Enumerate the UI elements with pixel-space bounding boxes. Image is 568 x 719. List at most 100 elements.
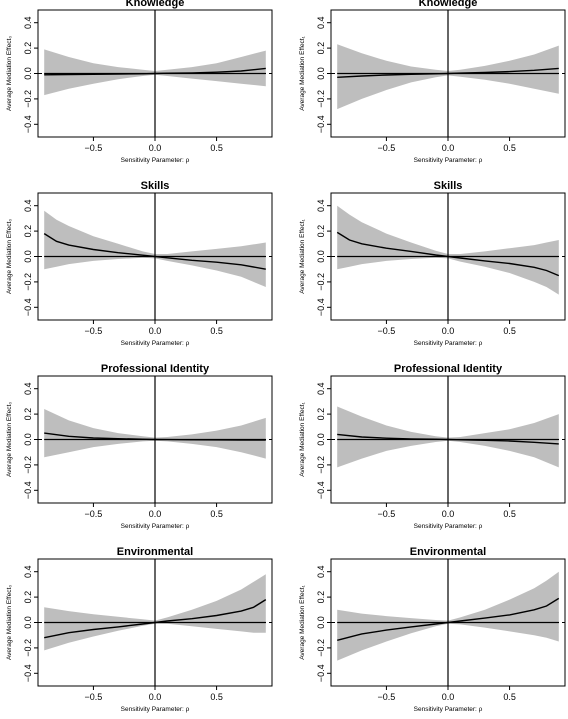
y-tick-label: 0.2 bbox=[23, 42, 33, 55]
confidence-band bbox=[44, 574, 266, 651]
y-tick-label: 0.4 bbox=[23, 16, 33, 29]
x-tick-label: 0.5 bbox=[210, 143, 223, 153]
y-tick-label: 0.2 bbox=[23, 591, 33, 604]
x-tick-label: 0.5 bbox=[503, 143, 516, 153]
x-tick-label: 0.5 bbox=[210, 509, 223, 519]
panel-title: Skills bbox=[141, 180, 170, 192]
confidence-band bbox=[44, 210, 266, 287]
x-tick-label: 0.0 bbox=[442, 509, 455, 519]
x-tick-label: −0.5 bbox=[378, 692, 396, 702]
y-tick-label: −0.4 bbox=[23, 298, 33, 316]
y-axis-label: Average Mediation Effect₀ bbox=[6, 219, 13, 294]
y-tick-label: −0.2 bbox=[316, 639, 326, 657]
panel-5: Professional Identity −0.5 0.0 0.5 −0.4 −0.2 0… bbox=[6, 363, 273, 530]
panel-title: Knowledge bbox=[126, 0, 185, 9]
panel-title: Professional Identity bbox=[394, 363, 503, 375]
x-tick-label: −0.5 bbox=[85, 143, 103, 153]
panel-title: Environmental bbox=[117, 546, 193, 558]
panel-title: Skills bbox=[434, 180, 463, 192]
y-tick-label: −0.2 bbox=[23, 456, 33, 474]
y-tick-label: 0.0 bbox=[23, 250, 33, 263]
y-tick-label: 0.0 bbox=[316, 433, 326, 446]
x-tick-label: −0.5 bbox=[85, 326, 103, 336]
y-tick-label: 0.0 bbox=[316, 250, 326, 263]
y-tick-label: 0.2 bbox=[316, 225, 326, 238]
y-tick-label: 0.4 bbox=[23, 382, 33, 395]
y-tick-label: 0.4 bbox=[23, 199, 33, 212]
x-axis-label: Sensitivity Parameter: ρ bbox=[121, 340, 190, 347]
x-tick-label: 0.0 bbox=[149, 692, 162, 702]
x-tick-label: −0.5 bbox=[85, 509, 103, 519]
y-tick-label: −0.4 bbox=[316, 115, 326, 133]
confidence-band bbox=[337, 406, 559, 468]
x-tick-label: 0.5 bbox=[210, 326, 223, 336]
x-tick-label: 0.0 bbox=[442, 692, 455, 702]
y-tick-label: 0.2 bbox=[316, 591, 326, 604]
x-tick-label: −0.5 bbox=[85, 692, 103, 702]
y-tick-label: −0.4 bbox=[23, 115, 33, 133]
x-tick-label: 0.5 bbox=[503, 326, 516, 336]
estimate-line bbox=[337, 597, 560, 641]
y-tick-label: 0.2 bbox=[316, 408, 326, 421]
x-axis-label: Sensitivity Parameter: ρ bbox=[121, 157, 190, 164]
panel-title: Knowledge bbox=[419, 0, 478, 9]
y-tick-label: 0.0 bbox=[23, 433, 33, 446]
x-axis-label: Sensitivity Parameter: ρ bbox=[414, 157, 483, 164]
x-tick-label: 0.5 bbox=[503, 692, 516, 702]
estimate-line bbox=[43, 233, 266, 270]
y-tick-label: −0.2 bbox=[316, 273, 326, 291]
confidence-band bbox=[337, 205, 559, 295]
estimate-line bbox=[44, 432, 266, 441]
y-axis-label: Average Mediation Effect₁ bbox=[299, 584, 306, 659]
estimate-line bbox=[44, 599, 267, 639]
y-tick-label: 0.4 bbox=[316, 382, 326, 395]
x-axis-label: Sensitivity Parameter: ρ bbox=[121, 523, 190, 530]
y-axis-label: Average Mediation Effect₁ bbox=[299, 218, 306, 293]
x-axis-label: Sensitivity Parameter: ρ bbox=[121, 706, 190, 713]
y-tick-label: −0.2 bbox=[316, 90, 326, 108]
estimate-line bbox=[44, 67, 266, 76]
panel-8: Environmental −0.5 0.0 0.5 −0.4 −0.2 0.0 0.2 0.4… bbox=[299, 546, 566, 713]
x-tick-label: 0.0 bbox=[442, 326, 455, 336]
x-tick-label: 0.5 bbox=[503, 509, 516, 519]
y-axis-label: Average Mediation Effect₀ bbox=[6, 36, 13, 111]
confidence-band bbox=[337, 44, 559, 110]
panel-title: Professional Identity bbox=[101, 363, 210, 375]
confidence-band bbox=[44, 409, 266, 459]
y-axis-label: Average Mediation Effect₀ bbox=[6, 585, 13, 660]
x-tick-label: −0.5 bbox=[378, 143, 396, 153]
x-tick-label: −0.5 bbox=[378, 509, 396, 519]
y-tick-label: 0.0 bbox=[23, 67, 33, 80]
panel-7: Environmental −0.5 0.0 0.5 −0.4 −0.2 0.0 0.2 0.4… bbox=[6, 546, 273, 713]
estimate-line bbox=[336, 231, 560, 277]
estimate-line bbox=[337, 433, 559, 445]
y-tick-label: −0.4 bbox=[316, 664, 326, 682]
y-tick-label: −0.4 bbox=[316, 481, 326, 499]
x-axis-label: Sensitivity Parameter: ρ bbox=[414, 340, 483, 347]
x-tick-label: 0.0 bbox=[149, 326, 162, 336]
x-tick-label: 0.0 bbox=[442, 143, 455, 153]
x-tick-label: 0.0 bbox=[149, 509, 162, 519]
y-tick-label: −0.2 bbox=[316, 456, 326, 474]
panel-2: Knowledge −0.5 0.0 0.5 −0.4 −0.2 0.0 0.2 0.4 Sens… bbox=[299, 0, 566, 164]
panel-6: Professional Identity −0.5 0.0 0.5 −0.4 −0.2 0… bbox=[299, 363, 566, 530]
estimate-line bbox=[337, 67, 559, 78]
panel-1: Knowledge −0.5 0.0 0.5 −0.4 −0.2 0.0 0.2 0.4 Sens… bbox=[6, 0, 273, 164]
y-tick-label: 0.0 bbox=[23, 616, 33, 629]
y-tick-label: 0.0 bbox=[316, 67, 326, 80]
y-tick-label: 0.4 bbox=[316, 565, 326, 578]
confidence-band bbox=[337, 571, 559, 661]
panel-3: Skills −0.5 0.0 0.5 −0.4 −0.2 0.0 0.2 0.4 Sensiti… bbox=[6, 180, 273, 347]
y-axis-label: Average Mediation Effect₁ bbox=[299, 35, 306, 110]
x-tick-label: −0.5 bbox=[378, 326, 396, 336]
y-tick-label: 0.4 bbox=[316, 199, 326, 212]
y-axis-label: Average Mediation Effect₀ bbox=[6, 402, 13, 477]
y-tick-label: 0.2 bbox=[23, 408, 33, 421]
panel-4: Skills −0.5 0.0 0.5 −0.4 −0.2 0.0 0.2 0.4 Sensiti… bbox=[299, 180, 566, 347]
x-axis-label: Sensitivity Parameter: ρ bbox=[414, 706, 483, 713]
y-tick-label: −0.4 bbox=[316, 298, 326, 316]
y-axis-label: Average Mediation Effect₁ bbox=[299, 401, 306, 476]
y-tick-label: −0.4 bbox=[23, 481, 33, 499]
y-tick-label: −0.4 bbox=[23, 664, 33, 682]
